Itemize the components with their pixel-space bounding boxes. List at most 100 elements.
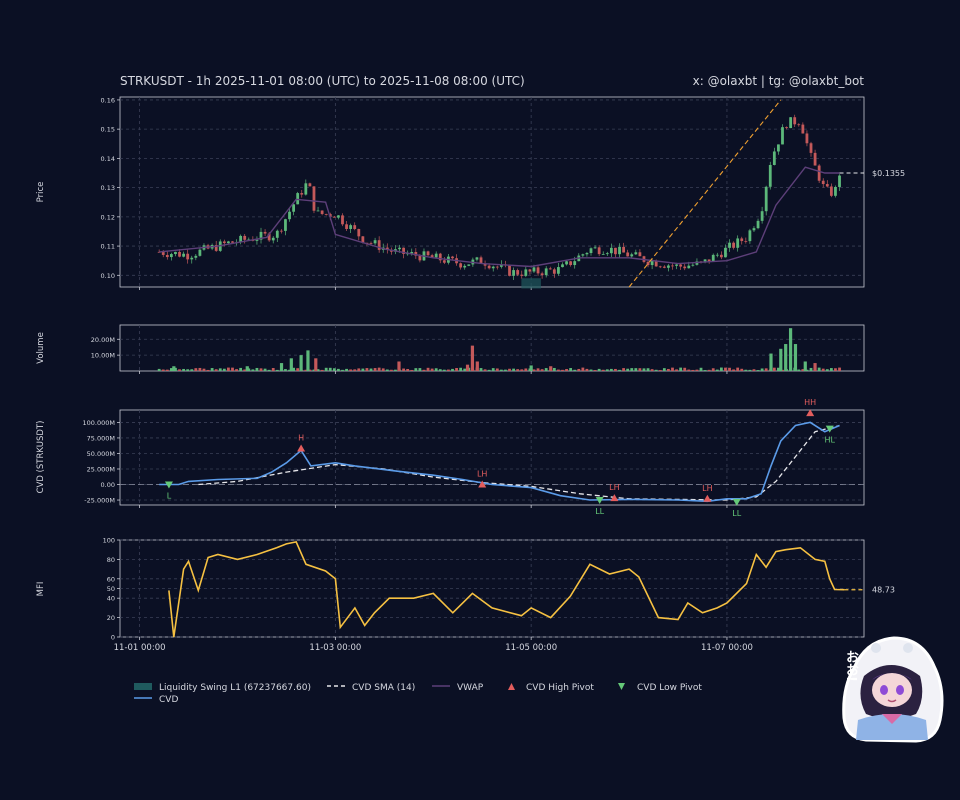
volume-bar: [634, 368, 638, 371]
volume-bar: [821, 368, 825, 371]
mfi-line: [168, 540, 845, 638]
candle-body: [536, 267, 540, 274]
candle-body: [671, 265, 674, 267]
volume-bar: [552, 367, 556, 371]
volume-spike-bar: [299, 355, 303, 371]
candle-body: [499, 264, 503, 267]
candle-body: [467, 264, 471, 266]
candle-body: [585, 253, 589, 255]
volume-bar: [414, 368, 418, 371]
legend-label-liquidity: Liquidity Swing L1 (67237667.60): [159, 683, 311, 693]
candle-body: [768, 164, 772, 187]
volume-bar: [577, 368, 581, 371]
volume-bar: [438, 369, 442, 371]
y-axis-label: MFI: [36, 582, 46, 597]
volume-bar: [540, 369, 544, 371]
volume-bar: [239, 367, 243, 371]
legend-label-cvd: CVD: [159, 695, 178, 705]
cvd-high-pivot-marker: [703, 494, 712, 502]
candle-body: [288, 211, 291, 220]
y-axis-label: Price: [36, 182, 46, 203]
liquidity-zone: [521, 278, 541, 289]
candle-body: [463, 265, 467, 268]
candle-body: [349, 225, 353, 229]
volume-bar: [353, 369, 357, 371]
volume-bar: [430, 368, 434, 371]
candle-body: [683, 266, 687, 269]
volume-bar: [809, 367, 813, 371]
volume-bar: [178, 369, 181, 371]
candle-body: [312, 186, 316, 211]
candle-body: [520, 274, 524, 276]
candle-body: [817, 165, 821, 181]
candle-body: [793, 117, 797, 125]
volume-bar: [206, 369, 210, 371]
cvd-line: [159, 421, 840, 503]
cvd-low-pivot-marker: [732, 498, 741, 506]
mfi-last-label: 48.73: [872, 586, 895, 595]
volume-bar: [683, 367, 687, 371]
candle-body: [345, 224, 348, 229]
volume-bar: [365, 368, 369, 371]
candle-body: [316, 210, 320, 212]
candle-body: [834, 186, 837, 196]
candle-body: [430, 255, 434, 258]
volume-bar: [695, 369, 699, 371]
volume-bar: [605, 369, 609, 371]
candle-body: [414, 251, 418, 256]
volume-spike-bar: [788, 328, 793, 371]
mascot-illustration: [842, 636, 944, 743]
candle-body: [748, 230, 752, 242]
volume-bar: [829, 368, 833, 371]
volume-bar: [703, 370, 707, 371]
panel-cvd: -25.000M 0.00 25.000M 50.000M 75.000M 100.000…: [36, 398, 865, 518]
volume-bar: [508, 368, 511, 371]
volume-bar: [422, 369, 426, 371]
volume-bar: [825, 369, 829, 371]
candle-body: [805, 133, 809, 144]
volume-bar: [357, 368, 361, 371]
y-tick-label: 20: [107, 614, 115, 622]
volume-bar: [817, 367, 821, 371]
volume-bar: [642, 368, 646, 371]
candle-body: [662, 266, 666, 268]
y-tick-label: 0.10: [101, 272, 115, 280]
candle-body: [292, 204, 296, 212]
volume-bar: [679, 367, 683, 371]
volume-bar: [736, 367, 740, 371]
candle-body: [495, 266, 499, 268]
candle-body: [597, 247, 601, 255]
volume-bar: [377, 367, 381, 371]
volume-bar: [389, 369, 393, 371]
volume-bar: [609, 368, 613, 371]
candle-body: [687, 265, 691, 269]
volume-bar: [214, 369, 218, 371]
candle-body: [255, 239, 259, 241]
candle-body: [719, 254, 723, 258]
candle-body: [263, 231, 267, 234]
volume-bar: [834, 368, 837, 371]
candle-body: [300, 193, 304, 195]
volume-bar: [569, 368, 573, 371]
volume-bar: [512, 368, 516, 371]
candle-body: [638, 252, 642, 257]
volume-bar: [267, 369, 271, 371]
mascot-sticker: おお!: [836, 628, 946, 746]
volume-bar: [764, 368, 768, 371]
y-tick-label: -25.000M: [84, 497, 115, 505]
candle-body: [630, 254, 634, 257]
volume-bar: [182, 368, 186, 371]
x-tick-label: 11-03 00:00: [309, 643, 361, 653]
volume-bar: [312, 369, 316, 371]
volume-bar: [324, 367, 328, 371]
candle-body: [337, 215, 340, 218]
candle-body: [634, 252, 638, 255]
candle-body: [715, 254, 719, 256]
volume-bar: [463, 368, 467, 371]
candle-body: [479, 257, 483, 264]
volume-spike-bar: [529, 365, 533, 371]
candle-body: [622, 246, 626, 253]
volume-bar: [573, 369, 577, 371]
candle-body: [284, 219, 287, 231]
candle-body: [838, 175, 841, 187]
